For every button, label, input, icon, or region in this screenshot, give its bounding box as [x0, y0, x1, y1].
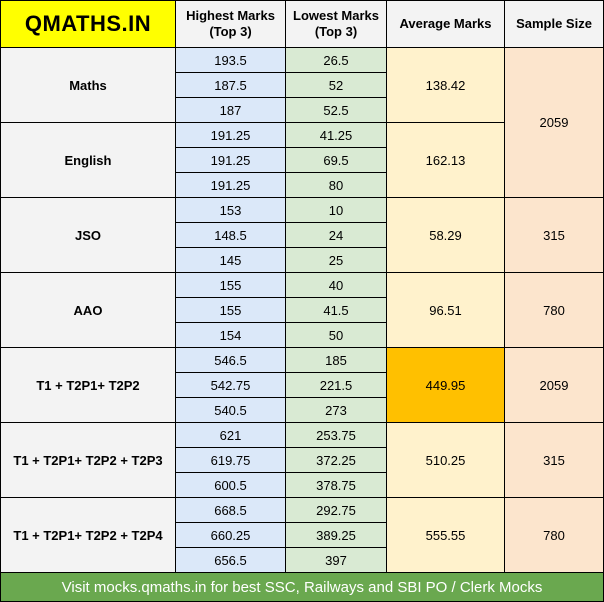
sample-size-cell: 780 [504, 272, 604, 348]
highest-mark-cell: 191.25 [175, 172, 286, 198]
table-row: JSO 153 10 58.29 315 [0, 197, 604, 273]
lowest-mark-cell: 185 [285, 347, 387, 373]
table-row: 187.5 52 [1, 72, 604, 98]
table-row: 656.5 397 [1, 547, 604, 573]
table-row: T1 + T2P1+ T2P2 + T2P4 668.5 292.75 555.55 7… [0, 497, 604, 573]
subject-cell: English [0, 122, 176, 198]
lowest-mark-cell: 40 [285, 272, 387, 298]
sample-size-cell: 780 [504, 497, 604, 573]
lowest-mark-cell: 24 [285, 222, 387, 248]
table-row: 191.25 80 [1, 172, 604, 198]
highest-mark-cell: 668.5 [175, 497, 286, 523]
lowest-mark-cell: 50 [285, 322, 387, 348]
table-row: 154 50 [1, 322, 604, 348]
highest-mark-cell: 540.5 [175, 397, 286, 423]
lowest-mark-cell: 273 [285, 397, 387, 423]
sample-size-header: Sample Size [504, 0, 604, 48]
sample-size-cell: 2059 [504, 347, 604, 423]
table-row: 191.25 69.5 [1, 147, 604, 173]
sample-size-cell: 315 [504, 422, 604, 498]
lowest-marks-header: Lowest Marks (Top 3) [285, 0, 387, 48]
highest-marks-header: Highest Marks (Top 3) [175, 0, 286, 48]
average-mark-cell: 510.25 [386, 422, 505, 498]
subject-cell: AAO [0, 272, 176, 348]
sample-size-cell: 315 [504, 197, 604, 273]
header-row: QMATHS.IN Highest Marks (Top 3) Lowest Ma… [0, 0, 604, 48]
highest-mark-cell: 155 [175, 297, 286, 323]
table-row: 619.75 372.25 [1, 447, 604, 473]
highest-mark-cell: 621 [175, 422, 286, 448]
average-marks-header: Average Marks [386, 0, 505, 48]
table-row: English 191.25 41.25 162.13 [0, 122, 604, 198]
average-mark-cell: 162.13 [386, 122, 505, 198]
lowest-mark-cell: 26.5 [285, 47, 387, 73]
subject-cell: JSO [0, 197, 176, 273]
table-row: 660.25 389.25 [1, 522, 604, 548]
highest-header-line2: (Top 3) [209, 24, 252, 39]
highest-header-line1: Highest Marks [186, 8, 275, 23]
average-mark-cell: 138.42 [386, 47, 505, 123]
highest-mark-cell: 542.75 [175, 372, 286, 398]
footer-banner[interactable]: Visit mocks.qmaths.in for best SSC, Rail… [0, 572, 604, 602]
highest-mark-cell: 660.25 [175, 522, 286, 548]
lowest-mark-cell: 52.5 [285, 97, 387, 123]
lowest-header-line2: (Top 3) [314, 24, 358, 39]
table-row: 542.75 221.5 [1, 372, 604, 398]
average-mark-cell: 555.55 [386, 497, 505, 573]
highest-mark-cell: 187.5 [175, 72, 286, 98]
subject-cell: T1 + T2P1+ T2P2 + T2P3 [0, 422, 176, 498]
highest-mark-cell: 546.5 [175, 347, 286, 373]
table-row: 148.5 24 [1, 222, 604, 248]
lowest-mark-cell: 372.25 [285, 447, 387, 473]
footer-row: Visit mocks.qmaths.in for best SSC, Rail… [0, 572, 604, 602]
highest-mark-cell: 193.5 [175, 47, 286, 73]
lowest-mark-cell: 69.5 [285, 147, 387, 173]
average-mark-cell: 449.95 [386, 347, 505, 423]
table-row: 145 25 [1, 247, 604, 273]
highest-mark-cell: 191.25 [175, 122, 286, 148]
lowest-mark-cell: 25 [285, 247, 387, 273]
subject-cell: Maths [0, 47, 176, 123]
lowest-mark-cell: 253.75 [285, 422, 387, 448]
sample-size-cell: 2059 [504, 47, 604, 198]
average-mark-cell: 96.51 [386, 272, 505, 348]
brand-title: QMATHS.IN [0, 0, 176, 48]
table-row: 540.5 273 [1, 397, 604, 423]
lowest-mark-cell: 52 [285, 72, 387, 98]
table-row: T1 + T2P1+ T2P2 + T2P3 621 253.75 510.25 315 [0, 422, 604, 498]
highest-mark-cell: 148.5 [175, 222, 286, 248]
lowest-mark-cell: 41.5 [285, 297, 387, 323]
highest-mark-cell: 155 [175, 272, 286, 298]
subject-cell: T1 + T2P1+ T2P2 + T2P4 [0, 497, 176, 573]
lowest-mark-cell: 41.25 [285, 122, 387, 148]
table-row: AAO 155 40 96.51 780 [0, 272, 604, 348]
table-row: Maths 193.5 26.5 138.42 2059 [0, 47, 604, 198]
lowest-mark-cell: 397 [285, 547, 387, 573]
lowest-header-line1: Lowest Marks [293, 8, 379, 23]
lowest-mark-cell: 10 [285, 197, 387, 223]
lowest-mark-cell: 221.5 [285, 372, 387, 398]
table-row: T1 + T2P1+ T2P2 546.5 185 449.95 2059 [0, 347, 604, 423]
highest-mark-cell: 153 [175, 197, 286, 223]
highest-mark-cell: 187 [175, 97, 286, 123]
highest-mark-cell: 145 [175, 247, 286, 273]
subject-cell: T1 + T2P1+ T2P2 [0, 347, 176, 423]
lowest-mark-cell: 389.25 [285, 522, 387, 548]
highest-mark-cell: 656.5 [175, 547, 286, 573]
lowest-mark-cell: 378.75 [285, 472, 387, 498]
highest-mark-cell: 154 [175, 322, 286, 348]
highest-mark-cell: 600.5 [175, 472, 286, 498]
lowest-mark-cell: 292.75 [285, 497, 387, 523]
highest-mark-cell: 619.75 [175, 447, 286, 473]
lowest-mark-cell: 80 [285, 172, 387, 198]
highest-mark-cell: 191.25 [175, 147, 286, 173]
average-mark-cell: 58.29 [386, 197, 505, 273]
